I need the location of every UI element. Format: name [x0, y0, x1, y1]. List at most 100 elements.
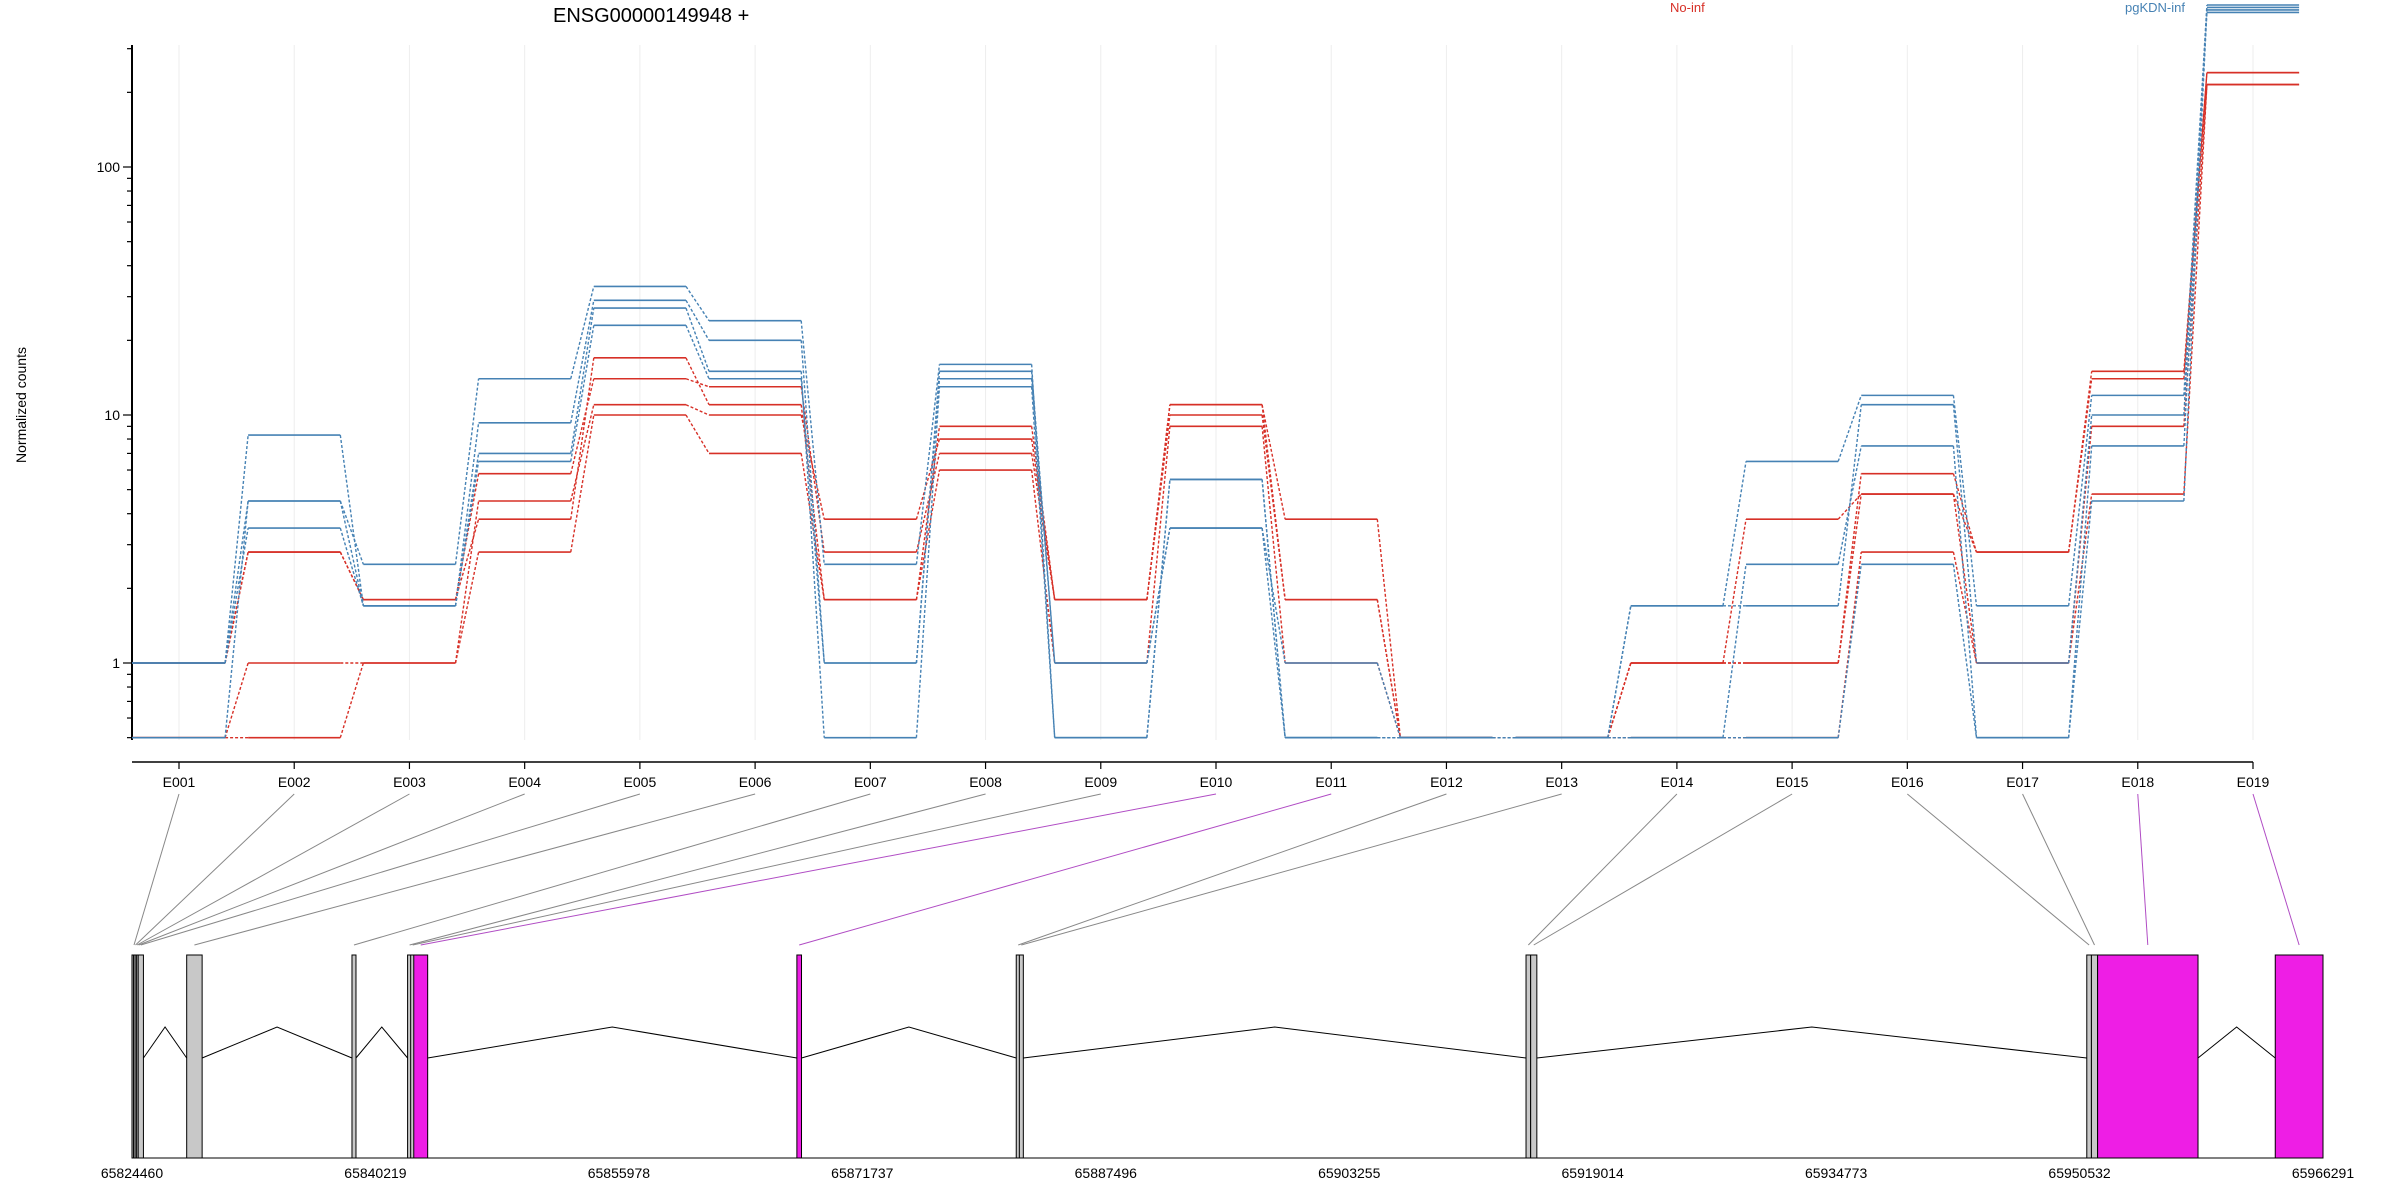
gridlines: [178, 45, 2254, 740]
series-connector: [685, 414, 710, 454]
series-connector: [1030, 378, 1056, 664]
intron-line: [801, 1026, 1017, 1059]
series-connector: [1261, 479, 1286, 738]
series-connector: [1376, 662, 1402, 738]
connector-e003: [136, 793, 410, 946]
series-connector: [800, 320, 825, 565]
x-tick-label-e006: E006: [739, 774, 772, 790]
legend-label-no-inf: No-inf: [1670, 0, 1705, 15]
x-tick-label-e004: E004: [508, 774, 541, 790]
series-connector: [1376, 519, 1402, 738]
connector-e016: [1907, 793, 2090, 946]
series-connector: [1030, 371, 1056, 664]
exon-box-e013: [1018, 954, 1024, 1159]
intron-line: [1023, 1026, 1527, 1059]
x-tick-label-e015: E015: [1776, 774, 1809, 790]
series-connector: [570, 325, 595, 462]
exon-box-e017: [2090, 954, 2099, 1159]
series-connector: [1837, 493, 1862, 520]
coordinate-label-1: 65840219: [344, 1165, 407, 1181]
intron-line: [2197, 1026, 2276, 1059]
series-connector: [685, 307, 710, 372]
exon-connectors: [133, 793, 2300, 946]
series-connector: [454, 422, 480, 606]
series-connector: [1952, 404, 1978, 664]
x-tick-label-e005: E005: [624, 774, 657, 790]
coordinate-label-5: 65903255: [1318, 1165, 1381, 1181]
series-connector: [570, 378, 595, 474]
series-connector: [2067, 445, 2093, 738]
series-connector: [1952, 473, 1978, 553]
series-connector: [915, 364, 941, 565]
axes: 1 10 100 E001 E002 E003 E004 E005 E006 E007 E008 E0…: [97, 45, 2270, 790]
coordinate-label-4: 65887496: [1075, 1165, 1138, 1181]
series-connector: [800, 378, 825, 664]
series-connector: [685, 404, 710, 416]
series-connector: [1952, 493, 1978, 553]
series-connector: [339, 662, 365, 738]
connector-e002: [135, 793, 295, 946]
x-tick-label-e002: E002: [278, 774, 311, 790]
series-connector: [2183, 7, 2208, 502]
series-connector: [224, 527, 249, 664]
series-connector: [454, 461, 480, 606]
series-connector: [454, 378, 480, 565]
series-connector: [570, 307, 595, 454]
exon-box-e019: [2274, 954, 2324, 1159]
series-connector: [570, 357, 595, 520]
exon-box-e018: [2097, 954, 2199, 1159]
series-connector: [224, 434, 249, 664]
series-connector: [570, 286, 595, 379]
series-connector: [1837, 473, 1862, 664]
series-connector: [224, 500, 249, 664]
series-connector: [339, 500, 365, 606]
series-connector: [339, 500, 365, 565]
series-pgkdn-inf-6: [132, 9, 2300, 739]
connector-e009: [412, 793, 1101, 946]
series-connector: [800, 371, 825, 738]
series-connector: [1146, 527, 1171, 664]
series-connector: [915, 469, 941, 600]
coordinate-label-8: 65950532: [2048, 1165, 2111, 1181]
series-connector: [1146, 426, 1171, 664]
x-tick-label-e007: E007: [854, 774, 887, 790]
exon-box-e005: [137, 954, 144, 1159]
series-connector: [685, 325, 710, 380]
connector-e007: [353, 793, 871, 946]
intron-line: [201, 1026, 353, 1059]
coordinate-label-7: 65934773: [1805, 1165, 1868, 1181]
series-connector: [685, 299, 710, 341]
exon-box-e014: [1525, 954, 1532, 1159]
series-connector: [1837, 395, 1862, 462]
series-connector: [1952, 445, 1978, 738]
connector-e010: [420, 793, 1217, 946]
series-connector: [1952, 395, 1978, 606]
x-tick-label-e009: E009: [1084, 774, 1117, 790]
series-connector: [915, 378, 941, 664]
chart-title: ENSG00000149948 +: [553, 5, 749, 27]
series-connector: [2067, 414, 2093, 664]
series-connector: [570, 414, 595, 553]
series-connector: [685, 357, 710, 406]
series-connector: [915, 386, 941, 738]
series-connector: [1722, 564, 1747, 738]
series-connector: [1261, 414, 1286, 600]
y-tick-label-10: 10: [104, 407, 120, 423]
series-connector: [454, 500, 480, 664]
y-tick-label-100: 100: [97, 159, 121, 175]
coordinate-label-2: 65855978: [588, 1165, 651, 1181]
series-connector: [570, 300, 595, 423]
connector-e004: [138, 793, 525, 946]
series-connector: [1952, 551, 1978, 664]
series-connector: [2067, 371, 2093, 553]
connector-e014: [1527, 793, 1678, 946]
x-tick-label-e017: E017: [2006, 774, 2039, 790]
connector-e013: [1021, 793, 1562, 946]
series-connector: [570, 404, 595, 502]
series-connector: [1607, 605, 1632, 738]
exon-box-e006: [186, 954, 203, 1159]
series-connector: [1376, 599, 1402, 738]
series-connector: [1607, 662, 1632, 738]
series-pgkdn-inf-8: [132, 6, 2300, 739]
